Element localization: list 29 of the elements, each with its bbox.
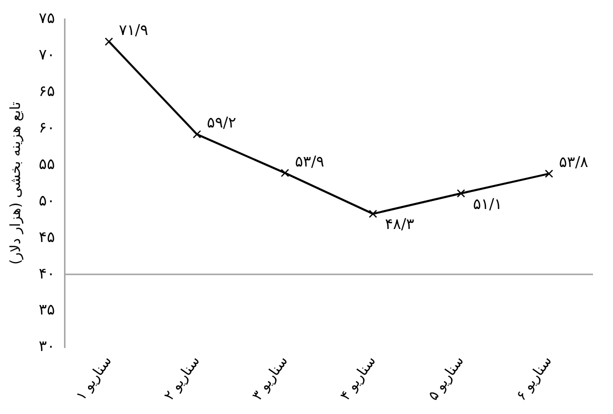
x-tick-label: سناریو ۵ [425,353,468,404]
x-tick-label: سناریو ۶ [513,353,556,404]
data-label: ۵۱/۱ [472,194,502,213]
y-tick-label: ۵۰ [38,191,55,210]
data-label: ۵۳/۹ [294,152,324,170]
y-tick-label: ۳۰ [38,337,55,356]
y-tick-label: ۴۵ [38,228,55,246]
y-tick-label: ۵۵ [38,154,55,173]
point [544,170,554,178]
point [104,37,114,46]
y-tick-label: ۶۰ [38,118,55,136]
data-label: ۵۹/۲ [206,114,236,132]
data-label: ۵۳/۸ [558,153,588,172]
y-tick-label: ۴۰ [38,264,55,282]
y-tick-label: ۷۰ [38,45,55,64]
data-label: ۴۸/۳ [384,215,414,234]
point [280,168,290,178]
y-axis-title: تابع هزینه بخشی (هزار دلار) [8,102,24,265]
y-tick-label: ۳۵ [38,300,55,319]
point [456,189,466,198]
x-tick-label: سناریو ۴ [337,353,380,404]
x-tick-label: سناریو ۱ [73,353,116,404]
point [192,130,202,138]
data-label: ۷۱/۹ [118,21,148,40]
x-tick-label: سناریو ۳ [249,353,292,404]
y-tick-label: ۷۵ [38,8,55,27]
point [368,210,378,218]
x-tick-label: سناریو ۲ [161,353,204,404]
y-tick-label: ۶۵ [38,82,55,100]
